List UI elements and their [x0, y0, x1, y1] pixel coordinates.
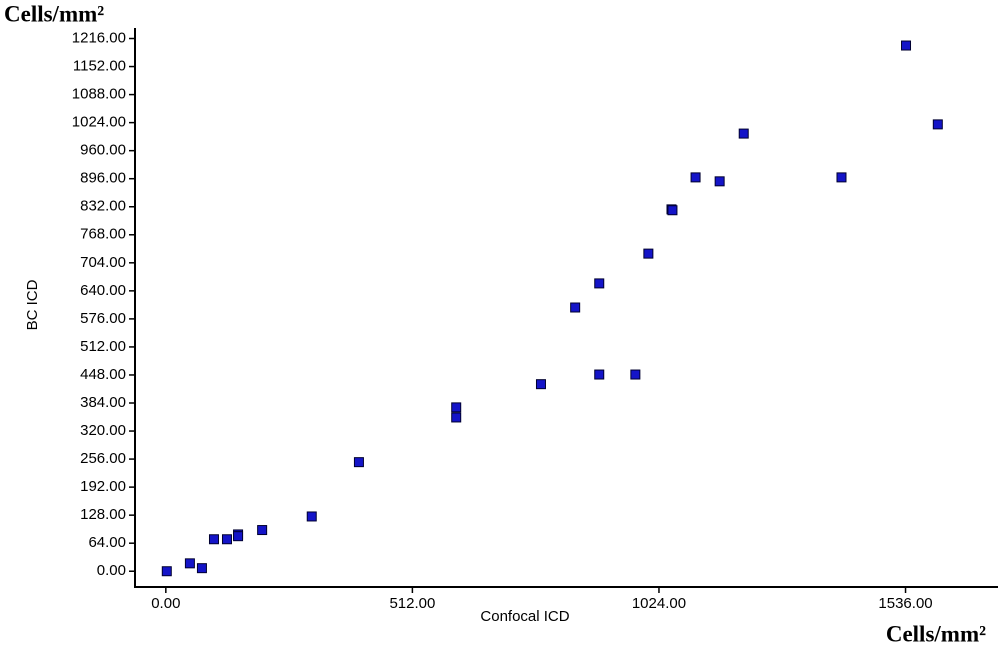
scatter-point — [257, 525, 268, 536]
scatter-point — [208, 534, 219, 545]
x-unit-annotation: Cells/mm² — [886, 621, 986, 646]
scatter-point — [690, 172, 701, 183]
y-tick-label: 896.00 — [80, 170, 126, 187]
y-tick-label: 1216.00 — [72, 29, 126, 46]
y-tick-label: 128.00 — [80, 506, 126, 523]
scatter-point — [353, 457, 364, 468]
y-tick-label: 256.00 — [80, 450, 126, 467]
y-tick-label: 448.00 — [80, 366, 126, 383]
scatter-point — [643, 248, 654, 259]
y-tick-label: 768.00 — [80, 226, 126, 243]
scatter-point — [714, 176, 725, 187]
scatter-point — [184, 558, 195, 569]
y-tick-label: 1088.00 — [72, 86, 126, 103]
x-axis-title: Confocal ICD — [480, 608, 569, 625]
y-axis-title: BC ICD — [24, 279, 41, 330]
y-unit-annotation: Cells/mm² — [4, 1, 104, 26]
scatter-point — [233, 531, 244, 542]
x-tick-label: 1536.00 — [878, 595, 932, 612]
x-tick-label: 1024.00 — [632, 595, 686, 612]
y-tick-label: 576.00 — [80, 310, 126, 327]
scatter-point — [932, 119, 943, 130]
scatter-point — [535, 379, 546, 390]
scatter-point — [738, 128, 749, 139]
y-tick-label: 384.00 — [80, 394, 126, 411]
x-tick-label: 512.00 — [389, 595, 435, 612]
scatter-point — [594, 369, 605, 380]
y-tick-label: 960.00 — [80, 142, 126, 159]
scatter-point — [667, 205, 678, 216]
y-tick-label: 704.00 — [80, 254, 126, 271]
scatter-point — [901, 40, 912, 51]
scatter-point — [594, 278, 605, 289]
scatter-point — [221, 534, 232, 545]
y-tick-label: 1152.00 — [73, 58, 126, 75]
y-tick-label: 832.00 — [80, 198, 126, 215]
scatter-point — [451, 412, 462, 423]
scatter-point — [161, 566, 172, 577]
y-tick-label: 1024.00 — [72, 114, 126, 131]
y-tick-label: 640.00 — [80, 282, 126, 299]
y-tick-label: 0.00 — [97, 562, 126, 579]
y-tick-label: 192.00 — [80, 478, 126, 495]
scatter-point — [630, 369, 641, 380]
y-tick-label: 320.00 — [80, 422, 126, 439]
scatter-point — [451, 402, 462, 413]
y-tick-label: 64.00 — [88, 534, 126, 551]
scatter-point — [570, 302, 581, 313]
scatter-point — [836, 172, 847, 183]
y-tick-label: 512.00 — [80, 338, 126, 355]
scatter-point — [306, 511, 317, 522]
scatter-point — [196, 563, 207, 574]
x-tick-label: 0.00 — [151, 595, 180, 612]
